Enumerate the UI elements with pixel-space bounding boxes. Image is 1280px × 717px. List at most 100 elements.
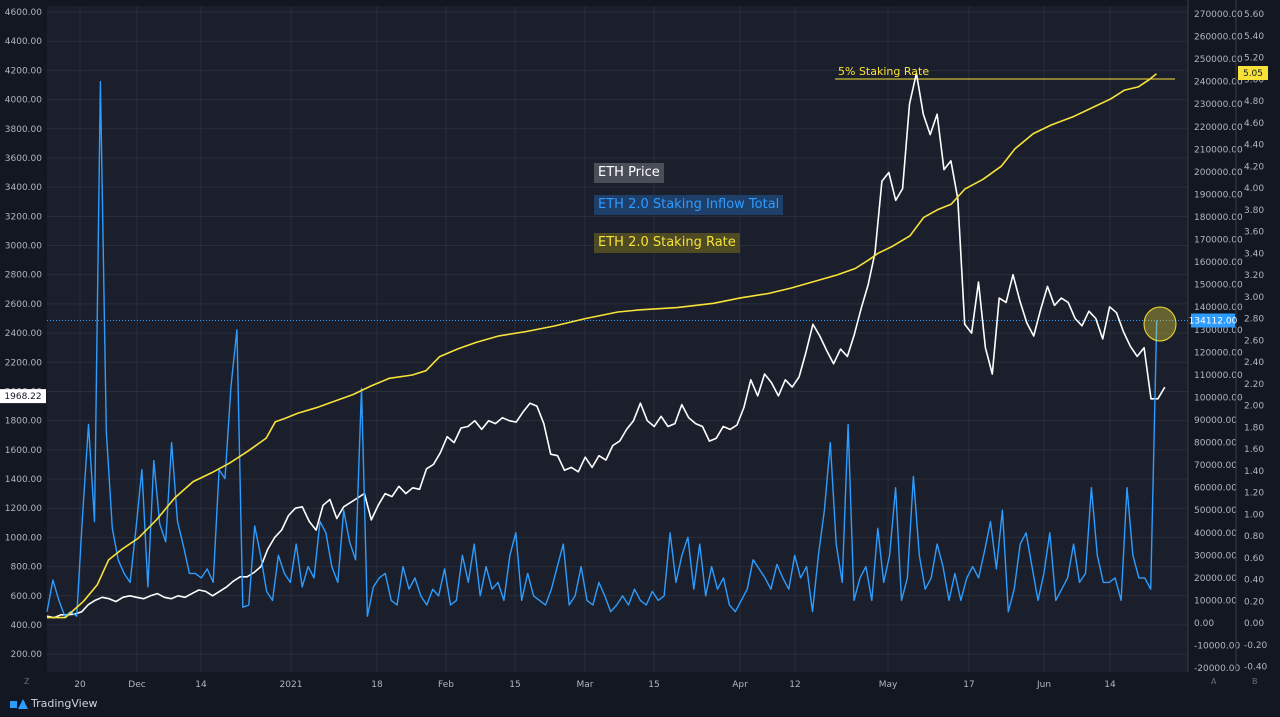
right-axis-tick-label: 3.60 bbox=[1244, 228, 1264, 238]
left-axis-tick-label: 4600.00 bbox=[5, 8, 42, 18]
middle-axis-tick-label: 90000.00 bbox=[1194, 416, 1237, 426]
right-axis-tick-label: 3.40 bbox=[1244, 249, 1264, 259]
left-axis-tick-label: 2200.00 bbox=[5, 358, 42, 368]
legend-staking-inflow: ETH 2.0 Staking Inflow Total bbox=[594, 195, 784, 215]
right-axis-tick-label: 3.00 bbox=[1244, 293, 1264, 303]
middle-axis-tick-label: 200000.00 bbox=[1194, 168, 1243, 178]
left-axis-tick-label: 1200.00 bbox=[5, 504, 42, 514]
middle-axis-tick-label: 30000.00 bbox=[1194, 551, 1237, 561]
middle-axis-tick-label: 110000.00 bbox=[1194, 371, 1243, 381]
middle-axis-tick-label: 130000.00 bbox=[1194, 326, 1243, 336]
right-axis-tick-label: 2.80 bbox=[1244, 315, 1264, 325]
x-axis-tick-label: Dec bbox=[128, 680, 145, 690]
x-axis-tick-label: Mar bbox=[577, 680, 594, 690]
highlight-ellipse bbox=[1143, 306, 1177, 342]
middle-axis-tick-label: 260000.00 bbox=[1194, 33, 1243, 43]
left-axis-tick-label: 200.00 bbox=[11, 650, 43, 660]
x-axis-tick-label: 18 bbox=[371, 680, 383, 690]
right-axis-tick-label: 0.60 bbox=[1244, 554, 1264, 564]
left-axis-tick-label: 3600.00 bbox=[5, 154, 42, 164]
middle-axis-tick-label: 230000.00 bbox=[1194, 100, 1243, 110]
annotation-5pct-staking-rate: 5% Staking Rate bbox=[838, 65, 930, 78]
right-axis-tick-label: 4.80 bbox=[1244, 97, 1264, 107]
right-axis-tick-label: 5.00 bbox=[1244, 75, 1264, 85]
left-axis-tick-label: 2400.00 bbox=[5, 329, 42, 339]
right-axis-tick-label: 0.40 bbox=[1244, 576, 1264, 586]
last-rate-label: 5.05 bbox=[1243, 69, 1263, 79]
left-axis-tick-label: 1400.00 bbox=[5, 475, 42, 485]
last-rate-badge bbox=[1238, 66, 1268, 80]
right-axis-tick-label: 2.40 bbox=[1244, 358, 1264, 368]
x-axis-tick-label: 17 bbox=[963, 680, 974, 690]
right-axis-tick-label: 4.00 bbox=[1244, 184, 1264, 194]
left-axis-tick-label: 3800.00 bbox=[5, 125, 42, 135]
middle-axis-tick-label: 100000.00 bbox=[1194, 393, 1243, 403]
right-axis-tick-label: 1.00 bbox=[1244, 510, 1264, 520]
middle-axis-tick-label: 0.00 bbox=[1194, 619, 1214, 629]
left-axis-tick-label: 3400.00 bbox=[5, 183, 42, 193]
right-axis-tick-label: 0.00 bbox=[1244, 619, 1264, 629]
right-axis-tick-label: 2.20 bbox=[1244, 380, 1264, 390]
right-axis-tick-label: 1.40 bbox=[1244, 467, 1264, 477]
tradingview-logo-icon bbox=[10, 698, 28, 709]
middle-axis-tick-label: 240000.00 bbox=[1194, 78, 1243, 88]
legend-staking-rate: ETH 2.0 Staking Rate bbox=[594, 233, 740, 253]
left-axis-tick-label: 4400.00 bbox=[5, 37, 42, 47]
middle-axis-tick-label: 220000.00 bbox=[1194, 123, 1243, 133]
x-axis-tick-label: 12 bbox=[789, 680, 800, 690]
right-axis-tick-label: 4.20 bbox=[1244, 162, 1264, 172]
middle-axis-tick-label: -20000.00 bbox=[1194, 664, 1240, 674]
middle-axis-tick-label: -10000.00 bbox=[1194, 642, 1240, 652]
left-axis-tick-label: 400.00 bbox=[11, 621, 43, 631]
right-axis-tick-label: -0.20 bbox=[1244, 641, 1268, 651]
middle-axis-tick-label: 160000.00 bbox=[1194, 258, 1243, 268]
last-inflow-label: 134112.00 bbox=[1189, 317, 1238, 327]
right-axis-tick-label: 3.80 bbox=[1244, 206, 1264, 216]
x-axis-tick-label: Feb bbox=[438, 680, 454, 690]
right-axis-tick-label: 1.80 bbox=[1244, 423, 1264, 433]
zoom-icon[interactable]: Z bbox=[24, 677, 30, 686]
middle-axis-tick-label: 190000.00 bbox=[1194, 190, 1243, 200]
left-axis-tick-label: 2600.00 bbox=[5, 300, 42, 310]
x-axis-tick-label: Jun bbox=[1036, 680, 1051, 690]
middle-axis-tick-label: 170000.00 bbox=[1194, 236, 1243, 246]
series-line-1 bbox=[46, 81, 1158, 617]
middle-axis-tick-label: 80000.00 bbox=[1194, 439, 1237, 449]
x-axis-tick-label: 20 bbox=[74, 680, 86, 690]
middle-axis-tick-label: 140000.00 bbox=[1194, 303, 1243, 313]
x-axis-tick-label: May bbox=[879, 680, 898, 690]
last-price-label: 1968.22 bbox=[4, 392, 41, 402]
middle-axis-tick-label: 120000.00 bbox=[1194, 348, 1243, 358]
right-axis-tick-label: -0.40 bbox=[1244, 663, 1268, 673]
settings-icon[interactable]: B bbox=[1252, 677, 1258, 686]
middle-axis-tick-label: 60000.00 bbox=[1194, 484, 1237, 494]
middle-axis-tick-label: 70000.00 bbox=[1194, 461, 1237, 471]
right-axis-tick-label: 3.20 bbox=[1244, 271, 1264, 281]
x-axis-tick-label: 2021 bbox=[280, 680, 303, 690]
right-axis-tick-label: 2.60 bbox=[1244, 336, 1264, 346]
middle-axis-tick-label: 10000.00 bbox=[1194, 596, 1237, 606]
x-axis-tick-label: Apr bbox=[732, 680, 748, 690]
right-axis-tick-label: 5.60 bbox=[1244, 10, 1264, 20]
middle-axis-tick-label: 210000.00 bbox=[1194, 145, 1243, 155]
legend-eth-price: ETH Price bbox=[594, 163, 664, 183]
right-axis-tick-label: 1.60 bbox=[1244, 445, 1264, 455]
left-axis-tick-label: 1800.00 bbox=[5, 417, 42, 427]
middle-axis-tick-label: 150000.00 bbox=[1194, 281, 1243, 291]
middle-axis-tick-label: 270000.00 bbox=[1194, 10, 1243, 20]
middle-axis-tick-label: 250000.00 bbox=[1194, 55, 1243, 65]
right-axis-tick-label: 0.80 bbox=[1244, 532, 1264, 542]
left-axis-tick-label: 1600.00 bbox=[5, 446, 42, 456]
left-axis-tick-label: 3200.00 bbox=[5, 212, 42, 222]
last-price-badge bbox=[0, 389, 46, 404]
right-axis-tick-label: 4.40 bbox=[1244, 141, 1264, 151]
x-axis-tick-label: 15 bbox=[648, 680, 659, 690]
left-axis-tick-label: 1000.00 bbox=[5, 533, 42, 543]
last-inflow-badge bbox=[1191, 313, 1235, 328]
tradingview-brand[interactable]: TradingView bbox=[10, 697, 97, 710]
brand-label: TradingView bbox=[31, 697, 98, 710]
middle-axis-tick-label: 40000.00 bbox=[1194, 529, 1237, 539]
auto-scale-icon[interactable]: A bbox=[1211, 677, 1217, 686]
left-axis-tick-label: 800.00 bbox=[11, 563, 43, 573]
